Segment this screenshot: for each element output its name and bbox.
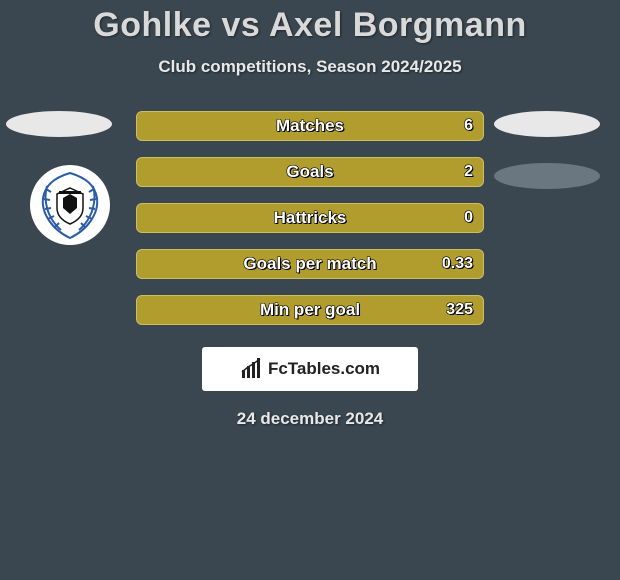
player-photo-placeholder-right-1 — [494, 111, 600, 137]
stat-rows: Matches 6 Goals 2 Hattricks 0 Goals per match 0… — [136, 111, 484, 325]
stat-row: Hattricks 0 — [136, 203, 484, 233]
stat-value: 6 — [464, 117, 473, 135]
watermark: FcTables.com — [202, 347, 418, 391]
stat-label: Min per goal — [260, 300, 360, 320]
watermark-text: FcTables.com — [268, 359, 380, 379]
stat-value: 2 — [464, 163, 473, 181]
stats-area: Matches 6 Goals 2 Hattricks 0 Goals per match 0… — [0, 111, 620, 325]
stat-label: Goals — [286, 162, 333, 182]
club-badge-icon — [33, 168, 107, 242]
page-subtitle: Club competitions, Season 2024/2025 — [0, 57, 620, 77]
stat-row: Goals 2 — [136, 157, 484, 187]
date-line: 24 december 2024 — [0, 409, 620, 429]
stat-label: Goals per match — [243, 254, 376, 274]
bars-icon — [240, 358, 262, 380]
stat-row: Goals per match 0.33 — [136, 249, 484, 279]
infographic-root: Gohlke vs Axel Borgmann Club competition… — [0, 0, 620, 429]
player-photo-placeholder-left — [6, 111, 112, 137]
stat-value: 0 — [464, 209, 473, 227]
club-badge — [30, 165, 110, 245]
stat-row: Min per goal 325 — [136, 295, 484, 325]
stat-label: Hattricks — [274, 208, 347, 228]
player-photo-placeholder-right-2 — [494, 163, 600, 189]
stat-value: 325 — [446, 301, 473, 319]
page-title: Gohlke vs Axel Borgmann — [0, 6, 620, 45]
stat-value: 0.33 — [442, 255, 473, 273]
stat-row: Matches 6 — [136, 111, 484, 141]
stat-label: Matches — [276, 116, 344, 136]
